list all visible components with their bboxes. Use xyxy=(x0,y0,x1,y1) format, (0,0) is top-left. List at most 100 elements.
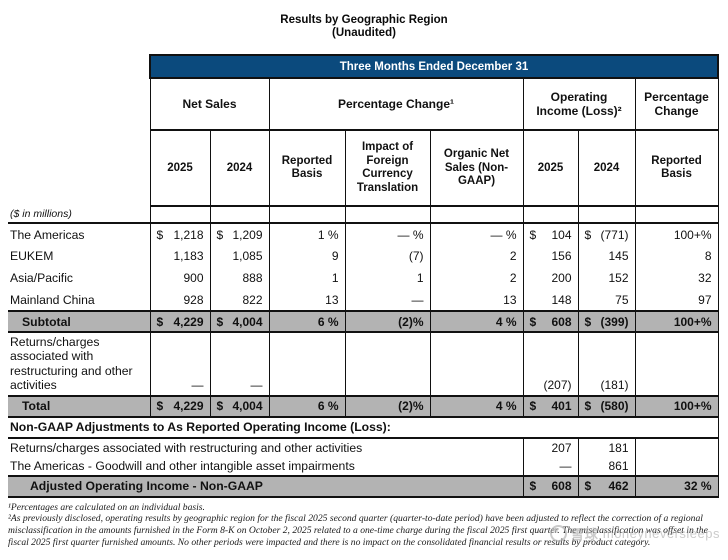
spacer-cell xyxy=(8,130,150,206)
value-cell: $462 xyxy=(577,474,635,498)
value-cell: 145 xyxy=(577,245,635,268)
value-cell: 6 % xyxy=(268,394,345,418)
value-cell: $ (580) xyxy=(577,394,635,418)
value-cell: 148 xyxy=(522,289,578,312)
value-cell: 822 xyxy=(209,289,269,312)
value-cell: 6 % xyxy=(268,310,345,334)
value-cell: $1,209 xyxy=(209,223,269,246)
value-cell: $ (771) xyxy=(577,223,635,246)
footnotes: ¹Percentages are calculated on an indivi… xyxy=(8,502,720,549)
group-header-row: Net Sales Percentage Change¹ Operating I… xyxy=(8,78,719,132)
value-cell: — xyxy=(209,332,269,396)
value-cell: 13 xyxy=(268,289,345,312)
title-line-1: Results by Geographic Region xyxy=(280,14,448,26)
row-label: Returns/charges associated with restruct… xyxy=(10,335,133,392)
value-cell: $4,229 xyxy=(149,394,210,418)
value-cell: 100+% xyxy=(634,394,719,418)
col-group-percentage-change-2: Percentage Change xyxy=(634,78,719,132)
value-cell: 152 xyxy=(577,267,635,290)
footnote-1: ¹Percentages are calculated on an indivi… xyxy=(8,501,205,513)
value-cell: 2 xyxy=(429,267,523,290)
col-header-net-sales-2025: 2025 xyxy=(149,130,210,208)
value-cell: $4,004 xyxy=(209,394,269,418)
table-row-returns-charges: Returns/charges associated with restruct… xyxy=(8,332,719,396)
value-cell: (7) xyxy=(344,245,430,268)
value-cell: 1,085 xyxy=(209,245,269,268)
value-cell: — xyxy=(344,289,430,312)
table-row-asia-pacific: Asia/Pacific 900 888 1 1 2 200 152 32 xyxy=(8,267,719,290)
geographic-results-table: Three Months Ended December 31 Net Sales… xyxy=(8,54,720,498)
value-cell: 9 xyxy=(268,245,345,268)
row-label: The Americas - Goodwill and other intang… xyxy=(10,458,355,473)
value-cell: 1 % xyxy=(268,223,345,246)
table-row-adjusted-oi: Adjusted Operating Income - Non-GAAP $60… xyxy=(8,474,719,498)
value-cell: 32 xyxy=(634,267,719,290)
value-cell: (2)% xyxy=(344,394,430,418)
value-cell: 100+% xyxy=(634,223,719,246)
value-cell: 207 xyxy=(522,437,578,457)
value-cell: 888 xyxy=(209,267,269,290)
value-cell: 181 xyxy=(577,437,635,457)
value-cell: 4 % xyxy=(429,310,523,334)
value-cell: 156 xyxy=(522,245,578,268)
value-cell: 1,183 xyxy=(149,245,210,268)
col-header-reported-basis-2: Reported Basis xyxy=(634,130,719,208)
title-line-2: (Unaudited) xyxy=(332,27,396,40)
value-cell: 200 xyxy=(522,267,578,290)
value-cell: (2)% xyxy=(344,310,430,334)
row-label: Subtotal xyxy=(8,310,150,334)
row-label: The Americas xyxy=(10,227,85,242)
value-cell: 8 xyxy=(634,245,719,268)
period-banner-row: Three Months Ended December 31 xyxy=(8,54,720,80)
value-cell: 75 xyxy=(577,289,635,312)
col-group-operating-income: Operating Income (Loss)² xyxy=(522,78,635,132)
period-banner: Three Months Ended December 31 xyxy=(148,54,720,80)
value-cell xyxy=(268,332,345,396)
table-row-total: Total $4,229 $4,004 6 % (2)% 4 % $401 $(… xyxy=(8,394,719,418)
value-cell: 900 xyxy=(149,267,210,290)
spacer-cell xyxy=(8,55,150,78)
row-label: Returns/charges associated with restruct… xyxy=(10,440,363,455)
value-cell: 861 xyxy=(577,456,635,476)
document-title: Results by Geographic Region (Unaudited) xyxy=(0,0,728,40)
col-header-net-sales-2024: 2024 xyxy=(209,130,269,208)
value-cell: $104 xyxy=(522,223,578,246)
units-note-row: ($ in millions) xyxy=(8,206,719,225)
value-cell xyxy=(344,332,430,396)
value-cell: — % xyxy=(429,223,523,246)
sub-header-row: 2025 2024 Reported Basis Impact of Forei… xyxy=(8,130,719,208)
value-cell: $ (399) xyxy=(577,310,635,334)
value-cell xyxy=(634,437,719,457)
table-row-nongaap-goodwill: The Americas - Goodwill and other intang… xyxy=(8,456,719,476)
row-label: Mainland China xyxy=(10,292,95,307)
col-header-oi-2024: 2024 xyxy=(577,130,635,208)
value-cell: 97 xyxy=(634,289,719,312)
table-row-mainland-china: Mainland China 928 822 13 — 13 148 75 97 xyxy=(8,289,719,312)
value-cell xyxy=(634,332,719,396)
value-cell: $608 xyxy=(522,310,578,334)
value-cell: $4,229 xyxy=(149,310,210,334)
value-cell: $401 xyxy=(522,394,578,418)
nongaap-heading-row: Non-GAAP Adjustments to As Reported Oper… xyxy=(8,416,719,439)
value-cell: — % xyxy=(344,223,430,246)
value-cell: 100+% xyxy=(634,310,719,334)
row-label: Asia/Pacific xyxy=(10,271,73,286)
col-group-net-sales: Net Sales xyxy=(149,78,269,132)
value-cell: — xyxy=(522,456,578,476)
table-row-nongaap-returns: Returns/charges associated with restruct… xyxy=(8,437,719,457)
table-row-americas: The Americas $1,218 $1,209 1 % — % — % $… xyxy=(8,223,719,246)
row-label: EUKEM xyxy=(10,249,54,264)
col-group-percentage-change: Percentage Change¹ xyxy=(268,78,523,132)
value-cell: 1 xyxy=(344,267,430,290)
footnote-2: ²As previously disclosed, operating resu… xyxy=(8,513,708,548)
table-row-subtotal: Subtotal $4,229 $4,004 6 % (2)% 4 % $608… xyxy=(8,310,719,334)
value-cell: (207) xyxy=(522,332,578,396)
table-row-eukem: EUKEM 1,183 1,085 9 (7) 2 156 145 8 xyxy=(8,245,719,268)
value-cell: — xyxy=(149,332,210,396)
col-header-fx-impact: Impact of Foreign Currency Translation xyxy=(344,130,430,208)
nongaap-section-heading: Non-GAAP Adjustments to As Reported Oper… xyxy=(8,416,523,439)
value-cell: $4,004 xyxy=(209,310,269,334)
value-cell: 1 xyxy=(268,267,345,290)
value-cell: $1,218 xyxy=(149,223,210,246)
